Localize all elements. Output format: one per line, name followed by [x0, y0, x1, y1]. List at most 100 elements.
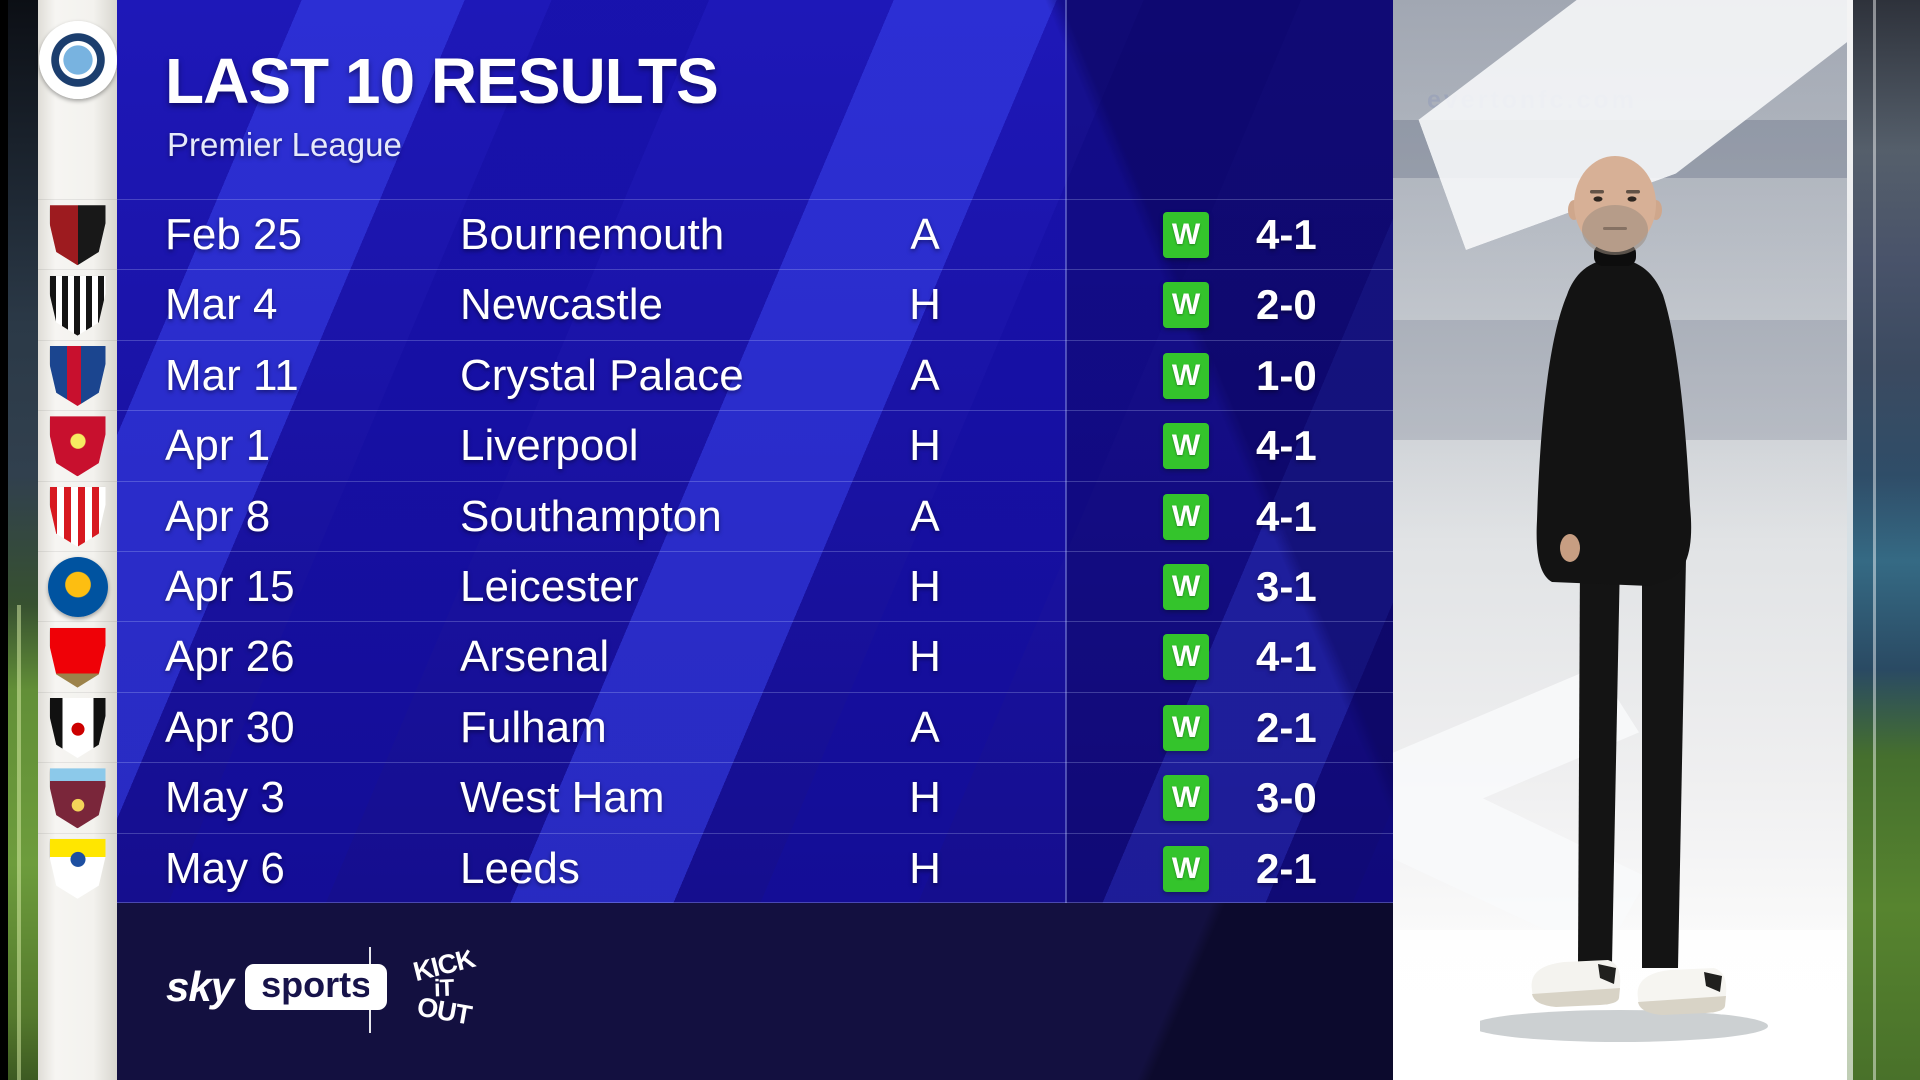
table-row: Apr 26 Arsenal H W 4-1	[117, 621, 1393, 692]
match-date: Apr 30	[165, 702, 295, 752]
match-date: Apr 15	[165, 562, 295, 611]
match-date: Apr 8	[165, 491, 271, 541]
opponent-badge-icon	[49, 697, 106, 758]
opponent-badge-icon	[49, 838, 106, 899]
venue-indicator: H	[909, 843, 941, 893]
opponent-badge-icon	[49, 416, 106, 477]
right-video-sliver	[1847, 0, 1920, 1080]
match-score: 3-1	[1256, 563, 1317, 610]
opponent-name: Leeds	[460, 843, 580, 893]
match-score: 4-1	[1256, 211, 1317, 258]
match-score: 4-1	[1256, 422, 1317, 470]
opponent-name: Southampton	[460, 491, 722, 541]
opponent-badge-icon	[49, 768, 106, 829]
opponent-badge-cell	[38, 410, 117, 481]
sports-logo-word: sports	[245, 964, 388, 1010]
opponent-badge-icon	[49, 345, 106, 406]
opponent-badge-cell	[38, 832, 117, 904]
venue-indicator: H	[909, 773, 941, 823]
opponent-badge-cell	[38, 480, 117, 552]
opponent-badge-icon	[49, 627, 106, 688]
logo-divider	[369, 947, 371, 1033]
studio-floor	[1393, 930, 1847, 1080]
score-column-shade	[1066, 0, 1393, 903]
table-row: Apr 1 Liverpool H W 4-1	[117, 410, 1393, 481]
sky-logo-word: sky	[166, 963, 234, 1010]
club-badge-column	[38, 0, 117, 1080]
table-row: Apr 30 Fulham A W 2-1	[117, 691, 1393, 763]
table-row: Mar 4 Newcastle H W 2-0	[117, 269, 1393, 340]
column-divider	[1065, 0, 1067, 903]
opponent-badge-icon	[49, 275, 106, 336]
match-date: Mar 4	[165, 280, 278, 330]
table-row: Apr 8 Southampton A W 4-1	[117, 480, 1393, 552]
table-row: Apr 15 Leicester H W 3-1	[117, 551, 1393, 622]
page-subtitle: Premier League	[167, 126, 402, 163]
venue-indicator: H	[909, 421, 941, 471]
result-win-badge: W	[1163, 775, 1209, 822]
result-win-badge: W	[1163, 845, 1209, 892]
venue-indicator: A	[910, 210, 940, 259]
venue-indicator: A	[910, 491, 940, 541]
manchester-city-badge-icon	[38, 21, 117, 99]
table-row: May 6 Leeds H W 2-1	[117, 832, 1393, 903]
result-win-badge: W	[1163, 493, 1209, 540]
opponent-name: Newcastle	[460, 280, 663, 330]
table-row: Feb 25 Bournemouth A W 4-1	[117, 199, 1393, 270]
kick-it-out-logo: KICK iT OUT	[399, 943, 489, 1033]
opponent-badge-cell	[38, 551, 117, 622]
result-win-badge: W	[1163, 352, 1209, 399]
venue-indicator: A	[910, 350, 940, 400]
match-date: Mar 11	[165, 350, 299, 400]
results-rows-background: LAST 10 RESULTS Premier League Feb 25 Bo…	[117, 0, 1393, 903]
manager-photo-panel: evertonfc.com	[1393, 0, 1847, 1080]
venue-indicator: A	[910, 702, 940, 752]
opponent-name: West Ham	[460, 773, 665, 823]
table-row: May 3 West Ham H W 3-0	[117, 762, 1393, 833]
match-date: May 3	[165, 773, 285, 823]
opponent-name: Fulham	[460, 702, 607, 752]
match-score: 4-1	[1256, 633, 1317, 681]
kick-it-out-line: OUT	[414, 991, 474, 1030]
match-score: 4-1	[1256, 492, 1317, 540]
result-win-badge: W	[1163, 704, 1209, 751]
opponent-name: Arsenal	[460, 632, 610, 682]
result-win-badge: W	[1163, 634, 1209, 681]
table-row: Mar 11 Crystal Palace A W 1-0	[117, 339, 1393, 411]
opponent-badge-cell	[38, 269, 117, 340]
result-win-badge: W	[1163, 564, 1209, 610]
manager-figure	[1480, 156, 1768, 1042]
venue-indicator: H	[909, 280, 941, 330]
left-video-sliver	[8, 0, 38, 1080]
opponent-badge-cell	[38, 199, 117, 270]
opponent-badge-cell	[38, 339, 117, 411]
match-score: 3-0	[1256, 774, 1317, 822]
match-score: 1-0	[1256, 351, 1317, 399]
opponent-badge-cell	[38, 691, 117, 763]
result-win-badge: W	[1163, 212, 1209, 258]
match-date: Apr 1	[165, 421, 271, 471]
opponent-badge-cell	[38, 762, 117, 833]
result-win-badge: W	[1163, 282, 1209, 329]
match-date: Feb 25	[165, 210, 302, 259]
match-score: 2-0	[1256, 281, 1317, 329]
results-panel: LAST 10 RESULTS Premier League Feb 25 Bo…	[117, 0, 1393, 1080]
opponent-name: Bournemouth	[460, 210, 725, 259]
opponent-name: Liverpool	[460, 421, 639, 471]
table-bottom-line	[117, 902, 1393, 903]
page-title: LAST 10 RESULTS	[165, 45, 719, 117]
opponent-badge-icon	[47, 557, 108, 618]
match-score: 2-1	[1256, 844, 1317, 892]
opponent-name: Leicester	[460, 562, 639, 611]
venue-indicator: H	[909, 562, 941, 611]
venue-indicator: H	[909, 632, 941, 682]
match-score: 2-1	[1256, 703, 1317, 751]
match-date: Apr 26	[165, 632, 295, 682]
match-date: May 6	[165, 843, 285, 893]
footer-logos: sky sports KICK iT OUT	[117, 903, 1393, 1080]
sky-sports-logo: sky sports	[166, 963, 388, 1011]
opponent-badge-icon	[49, 486, 106, 547]
opponent-badge-cell	[38, 621, 117, 692]
club-badge-cell	[38, 0, 117, 120]
